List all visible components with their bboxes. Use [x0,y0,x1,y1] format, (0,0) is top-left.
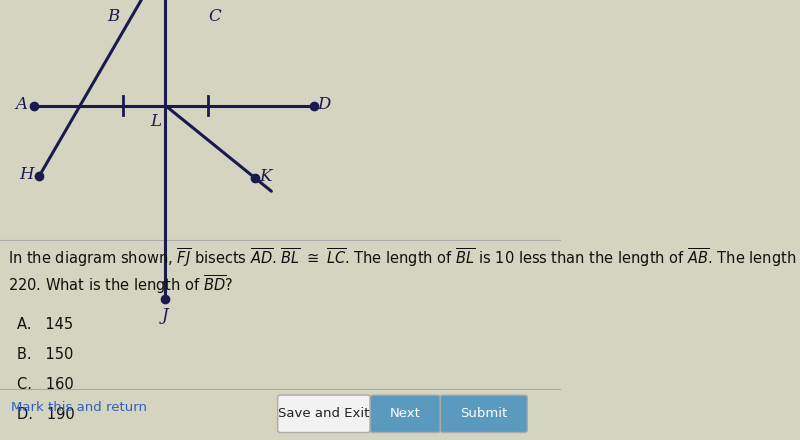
Text: Submit: Submit [460,407,507,420]
Text: D.   190: D. 190 [17,407,74,422]
Text: In the diagram shown, $\overline{FJ}$ bisects $\overline{AD}$. $\overline{BL}$ $: In the diagram shown, $\overline{FJ}$ bi… [9,246,800,296]
FancyBboxPatch shape [440,395,527,433]
Text: B.   150: B. 150 [17,347,74,362]
Text: C.   160: C. 160 [17,377,74,392]
FancyBboxPatch shape [278,395,370,433]
Text: J: J [162,308,169,324]
Text: A.   145: A. 145 [17,317,73,332]
Text: Mark this and return: Mark this and return [11,400,147,414]
Text: C: C [208,8,221,25]
Text: Save and Exit: Save and Exit [278,407,370,420]
Text: B: B [107,8,119,25]
Text: K: K [259,169,271,185]
Text: L: L [150,113,161,129]
Text: Next: Next [390,407,421,420]
Text: D: D [318,96,331,113]
Text: H: H [20,166,34,183]
Text: A: A [15,96,27,113]
FancyBboxPatch shape [370,395,440,433]
